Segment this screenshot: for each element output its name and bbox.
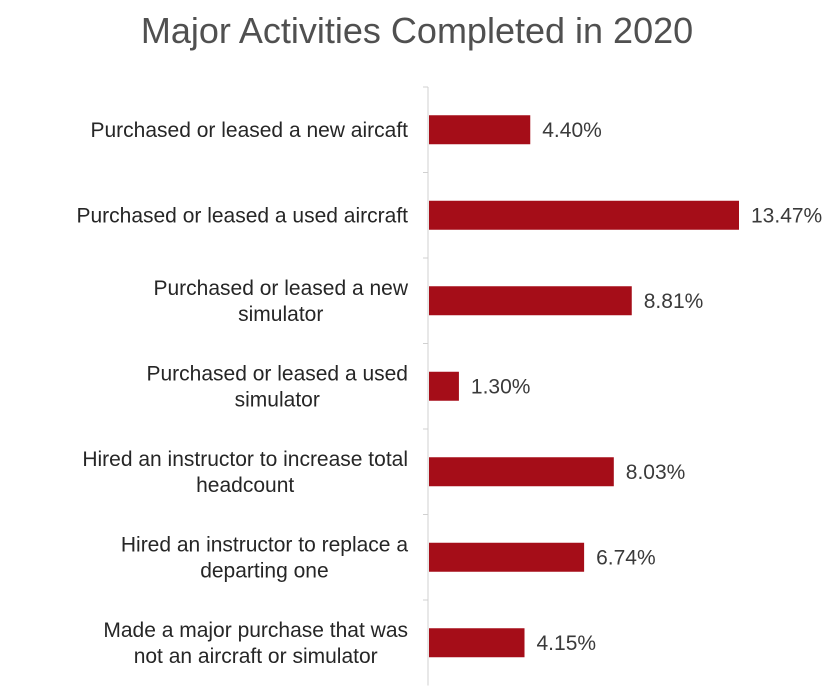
category-label: simulator [238, 303, 323, 326]
data-label: 8.81% [644, 290, 704, 313]
data-label: 4.40% [542, 119, 602, 142]
bar [429, 115, 531, 145]
data-label: 13.47% [751, 204, 822, 227]
data-label: 1.30% [471, 375, 531, 398]
category-label: Purchased or leased a new aircaft [90, 119, 408, 142]
category-label: Made a major purchase that was [103, 619, 408, 642]
bar [429, 371, 459, 401]
category-label: not an aircraft or simulator [134, 645, 378, 668]
data-label: 6.74% [596, 546, 656, 569]
category-label: Purchased or leased a used aircraft [76, 204, 408, 227]
bar [429, 286, 632, 316]
category-label: Purchased or leased a used [146, 362, 408, 385]
category-label: departing one [200, 559, 328, 582]
category-label: Hired an instructor to increase total [82, 448, 408, 471]
bar [429, 628, 525, 658]
bar [429, 457, 614, 487]
category-label: simulator [235, 388, 320, 411]
bar [429, 542, 585, 572]
category-label: Hired an instructor to replace a [121, 533, 408, 556]
data-label: 4.15% [537, 632, 597, 655]
data-label: 8.03% [626, 461, 686, 484]
bar [429, 200, 739, 230]
category-label: headcount [196, 474, 294, 497]
category-label: Purchased or leased a new [154, 277, 409, 300]
chart-title: Major Activities Completed in 2020 [140, 10, 694, 51]
